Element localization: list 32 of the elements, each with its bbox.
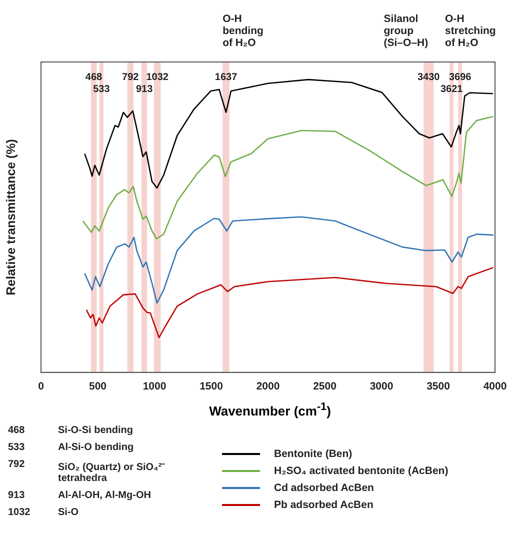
band-label: 1032: [146, 72, 169, 83]
text: 468 Si-O-Si bending: [8, 425, 133, 436]
band-label: 3696: [448, 72, 472, 83]
text: 533 Al-Si-O bending: [8, 442, 134, 453]
band-label: 533: [93, 84, 110, 95]
band-label: 3430: [417, 72, 440, 83]
band-label: 468: [85, 72, 103, 83]
band-label: 1637: [214, 72, 238, 83]
text: O-H bending of H₂O: [222, 13, 264, 50]
x-axis-title: Wavenumber (cm$^{-1}$): [208, 401, 332, 418]
legend-label: Bentonite (Ben): [274, 448, 352, 460]
text: 913 Al-Al-OH, Al-Mg-OH: [8, 490, 151, 501]
text: O-H stretching of H₂O: [445, 13, 496, 50]
x-tick-label: 0: [38, 380, 44, 393]
x-tick-label: 2000: [256, 380, 280, 393]
legend-label: Pb adsorbed AcBen: [274, 498, 374, 510]
x-tick-label: 500: [88, 380, 107, 393]
x-tick-label: 3500: [426, 380, 450, 393]
text: 792 SiO₂ (Quartz) or SiO₄²⁻ tetrahedra: [8, 459, 165, 484]
x-tick-label: 1000: [142, 380, 166, 393]
y-axis-title: Relative transmittance (%): [4, 139, 18, 296]
x-tick-label: 4000: [483, 380, 507, 393]
x-tick-label: 2500: [313, 380, 337, 393]
text: Silanol group (Si–O–H): [384, 13, 428, 50]
band-label: 913: [136, 84, 154, 95]
x-tick-label: 3000: [370, 380, 394, 393]
x-tick-label: 1500: [200, 380, 224, 393]
legend-label: H₂SO₄ activated bentonite (AcBen): [274, 464, 448, 476]
legend-label: Cd adsorbed AcBen: [274, 482, 374, 494]
band-label: 3621: [440, 84, 464, 95]
band-label: 792: [122, 72, 140, 83]
text: 1032 Si-O: [8, 507, 79, 518]
